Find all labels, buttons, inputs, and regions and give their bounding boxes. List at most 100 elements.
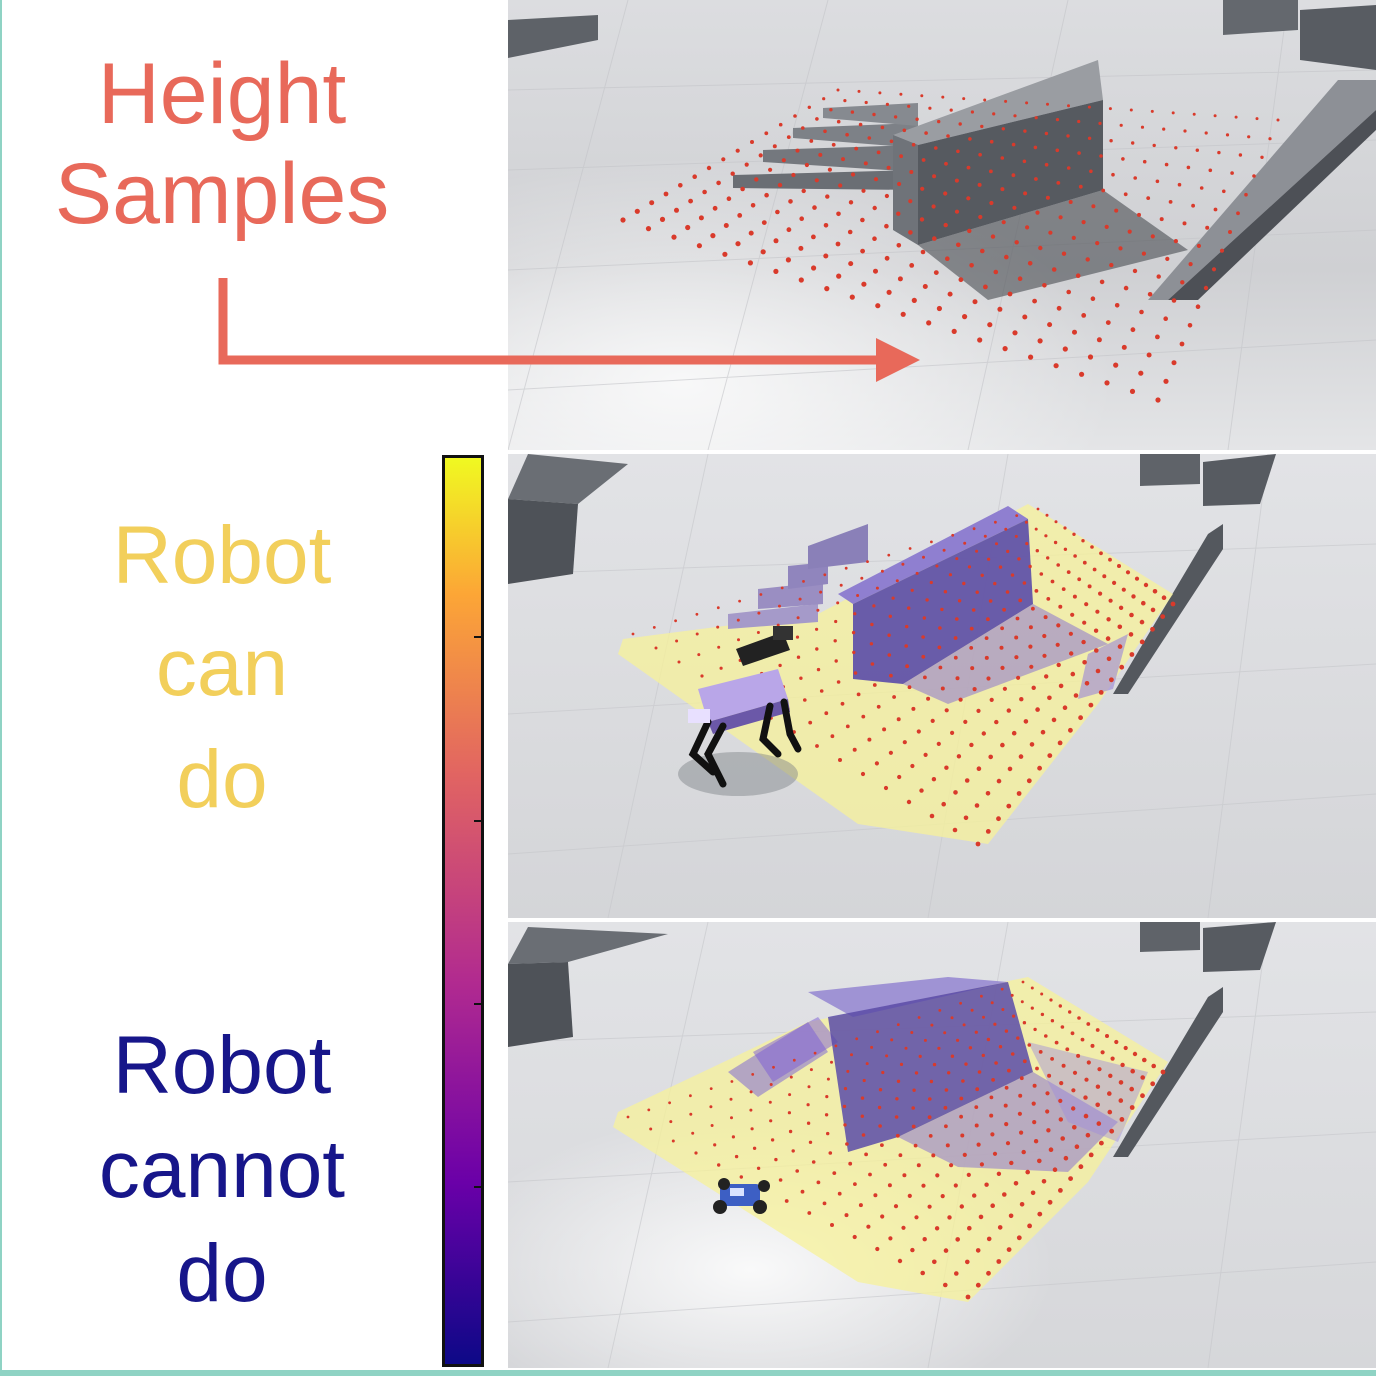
height-sample-dot [1128, 632, 1134, 637]
height-sample-dot [978, 214, 983, 220]
height-sample-dot [736, 618, 740, 622]
height-sample-dot [654, 646, 658, 650]
height-sample-dot [1079, 371, 1085, 377]
height-sample-dot [1096, 1121, 1102, 1126]
height-sample-dot [1016, 675, 1021, 680]
height-sample-dot [1001, 220, 1006, 225]
height-sample-dot [970, 1008, 974, 1012]
height-sample-dot [1132, 1051, 1138, 1057]
height-sample-dot [1086, 1060, 1091, 1065]
height-sample-dot [1068, 1010, 1072, 1014]
height-sample-dot [824, 286, 830, 292]
height-sample-dot [862, 1078, 866, 1083]
height-sample-dot [1208, 168, 1213, 173]
height-sample-dot [1108, 1073, 1113, 1078]
height-sample-dot [749, 1090, 753, 1094]
height-sample-dot [1058, 604, 1063, 609]
distant-block [1140, 922, 1200, 952]
height-sample-dot [1017, 1111, 1022, 1116]
height-sample-dot [994, 1061, 998, 1065]
height-sample-dot [1036, 507, 1040, 511]
height-sample-dot [798, 245, 804, 251]
height-sample-dot [1023, 719, 1029, 724]
height-sample-dot [996, 778, 1002, 784]
height-sample-dot [778, 663, 782, 668]
height-sample-dot [920, 186, 925, 191]
height-sample-dot [943, 1105, 948, 1110]
height-sample-dot [1043, 615, 1048, 620]
height-sample-dot [1006, 708, 1011, 713]
height-sample-dot [1053, 363, 1059, 369]
height-sample-dot [1000, 987, 1004, 991]
height-sample-dot [834, 619, 838, 624]
height-sample-dot [1010, 993, 1014, 997]
height-sample-dot [1034, 589, 1039, 593]
height-sample-dot [910, 1247, 915, 1253]
height-sample-dot [1007, 766, 1013, 772]
height-sample-dot [825, 194, 830, 199]
height-sample-dot [1082, 620, 1087, 625]
height-sample-dot [1061, 1063, 1066, 1068]
height-sample-dot [1038, 1050, 1043, 1054]
height-sample-grid [620, 88, 1280, 403]
height-sample-dot [983, 534, 987, 538]
height-sample-dot [963, 719, 968, 724]
height-sample-dot [721, 157, 726, 162]
height-sample-dot [873, 268, 878, 274]
height-sample-dot [964, 1062, 968, 1066]
height-sample-dot [668, 1101, 671, 1105]
height-sample-dot [1187, 323, 1193, 328]
height-sample-dot [716, 606, 720, 610]
height-sample-dot [1203, 285, 1209, 291]
height-sample-dot [775, 209, 780, 215]
height-sample-dot [737, 638, 740, 642]
height-sample-dot [1030, 986, 1034, 990]
height-sample-dot [962, 581, 966, 586]
height-sample-dot [1255, 117, 1259, 121]
height-sample-dot [1038, 245, 1043, 251]
height-sample-dot [1133, 176, 1137, 180]
height-sample-dot [1102, 574, 1107, 579]
height-sample-dot [1010, 573, 1015, 577]
height-sample-dot [878, 91, 882, 95]
height-sample-dot [888, 614, 892, 618]
height-sample-dot [1068, 200, 1073, 204]
height-sample-dot [930, 718, 935, 723]
height-sample-dot [980, 248, 985, 254]
height-sample-dot [713, 1143, 717, 1147]
height-sample-dot [814, 178, 819, 183]
height-sample-dot [759, 593, 763, 596]
height-sample-dot [987, 322, 993, 328]
height-sample-dot [803, 698, 807, 702]
height-sample-dot [1029, 664, 1034, 669]
terrain-render-wheeled [508, 922, 1376, 1368]
height-sample-dot [830, 1223, 834, 1227]
height-sample-dot [932, 236, 937, 241]
height-sample-dot [811, 234, 816, 240]
height-sample-dot [925, 598, 929, 602]
height-sample-dot [971, 608, 976, 612]
height-sample-dot [1072, 1125, 1077, 1130]
height-sample-dot [1040, 992, 1044, 996]
height-sample-dot [1146, 196, 1151, 201]
height-sample-dot [1159, 217, 1164, 222]
height-sample-dot [835, 241, 841, 247]
height-sample-dot [1129, 652, 1135, 657]
height-sample-dot [1121, 344, 1127, 350]
height-sample-dot [920, 1270, 925, 1276]
height-sample-dot [737, 213, 743, 218]
height-sample-dot [1027, 1043, 1032, 1047]
height-sample-dot [1268, 137, 1272, 141]
height-sample-dot [706, 165, 712, 171]
height-sample-dot [1061, 251, 1067, 256]
height-sample-dot [885, 1054, 889, 1058]
height-sample-dot [1002, 686, 1007, 691]
height-sample-dot [750, 203, 756, 208]
height-sample-dot [856, 594, 860, 597]
height-sample-dot [873, 1193, 878, 1198]
height-sample-dot [1222, 189, 1226, 194]
height-sample-dot [1171, 111, 1175, 115]
height-sample-dot [1162, 127, 1166, 131]
height-sample-dot [938, 665, 943, 670]
height-sample-dot [1019, 697, 1024, 702]
